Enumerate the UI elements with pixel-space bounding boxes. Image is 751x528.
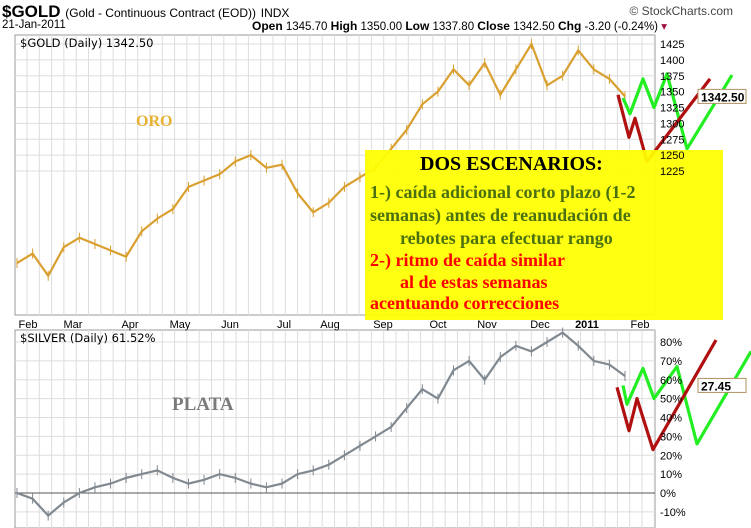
close-label: Close bbox=[477, 19, 510, 33]
y-tick-label: 1375 bbox=[660, 71, 684, 83]
y-tick-label: 1325 bbox=[660, 103, 684, 115]
x-tick-label: Aug bbox=[320, 319, 340, 331]
scenario-title: DOS ESCENARIOS: bbox=[420, 153, 603, 175]
y-tick-label: 0% bbox=[660, 488, 676, 500]
y-tick-label: 1425 bbox=[660, 39, 684, 51]
gold-price-line bbox=[16, 41, 626, 278]
low-label: Low bbox=[405, 19, 430, 33]
y-tick-label: 10% bbox=[660, 469, 682, 481]
ohlc-readout: Open 1345.70 High 1350.00 Low 1337.80 Cl… bbox=[252, 19, 667, 33]
panel-title: $GOLD (Daily) 1342.50 bbox=[20, 36, 153, 50]
y-tick-label: 70% bbox=[660, 356, 682, 368]
plata-label: PLATA bbox=[172, 394, 234, 415]
scenario-red-line bbox=[615, 339, 718, 452]
silver-price-line bbox=[16, 331, 626, 518]
x-tick-label: Feb bbox=[19, 319, 38, 331]
x-tick-label: Apr bbox=[121, 319, 138, 331]
last-price-label: 1342.50 bbox=[701, 90, 745, 104]
y-tick-label: 1275 bbox=[660, 134, 684, 146]
low-value: 1337.80 bbox=[432, 21, 475, 33]
scenario-box bbox=[365, 150, 723, 320]
y-tick-label: 1250 bbox=[660, 150, 684, 162]
y-tick-label: 1350 bbox=[660, 87, 684, 99]
close-value: 1342.50 bbox=[513, 21, 555, 33]
scenario-red-line bbox=[616, 77, 712, 164]
open-label: Open bbox=[252, 19, 283, 33]
high-value: 1350.00 bbox=[360, 21, 403, 33]
y-tick-label: 30% bbox=[660, 431, 682, 443]
exchange: INDX bbox=[260, 6, 290, 20]
scenario-green-line bbox=[621, 72, 734, 151]
x-tick-label: 2011 bbox=[575, 319, 599, 331]
scenario-green-line bbox=[621, 350, 751, 446]
y-tick-label: 20% bbox=[660, 450, 682, 462]
x-tick-label: Feb bbox=[631, 319, 650, 331]
scenario-1-line: semanas) antes de reanudación de bbox=[370, 205, 631, 225]
scenario-2-line: al de estas semanas bbox=[400, 272, 548, 292]
scenario-1-line: 1-) caída adicional corto plazo (1-2 bbox=[370, 182, 636, 202]
date: 21-Jan-2011 bbox=[2, 19, 66, 31]
last-price-box bbox=[697, 88, 747, 104]
y-tick-label: 40% bbox=[660, 413, 682, 425]
symbol: $GOLD bbox=[2, 2, 61, 21]
y-tick-label: 80% bbox=[660, 337, 682, 349]
chg-value: -3.20 (-0.24%) bbox=[584, 21, 659, 33]
x-tick-label: Sep bbox=[373, 319, 393, 331]
x-tick-label: Dec bbox=[530, 319, 550, 331]
x-tick-label: Nov bbox=[477, 319, 497, 331]
x-tick-label: Oct bbox=[429, 319, 446, 331]
x-tick-label: Jul bbox=[277, 319, 291, 331]
y-tick-label: 60% bbox=[660, 375, 682, 387]
y-tick-label: -10% bbox=[660, 507, 686, 519]
x-tick-label: Mar bbox=[64, 319, 83, 331]
x-tick-label: May bbox=[170, 319, 191, 331]
symbol-name: (Gold - Continuous Contract (EOD)) bbox=[65, 6, 257, 20]
y-tick-label: 1400 bbox=[660, 55, 684, 67]
y-tick-label: 1225 bbox=[660, 166, 684, 178]
y-tick-label: 1300 bbox=[660, 118, 684, 130]
chart-title: $GOLD (Gold - Continuous Contract (EOD))… bbox=[2, 2, 289, 22]
high-label: High bbox=[330, 19, 358, 33]
last-price-box bbox=[697, 377, 747, 393]
scenario-1-line: rebotes para efectuar rango bbox=[400, 228, 613, 248]
x-tick-label: Jun bbox=[221, 319, 239, 331]
scenario-2-line: acentuando correcciones bbox=[370, 293, 560, 313]
last-price-label: 27.45 bbox=[701, 379, 731, 393]
oro-label: ORO bbox=[136, 113, 173, 130]
open-value: 1345.70 bbox=[285, 21, 328, 33]
brand-logo: © StockCharts.com bbox=[629, 4, 733, 18]
down-arrow-icon: ▾ bbox=[661, 21, 667, 33]
y-tick-label: 50% bbox=[660, 394, 682, 406]
panel-title: $SILVER (Daily) 61.52% bbox=[20, 331, 156, 345]
scenario-2-line: 2-) ritmo de caída similar bbox=[370, 250, 565, 270]
chg-label: Chg bbox=[557, 19, 582, 33]
